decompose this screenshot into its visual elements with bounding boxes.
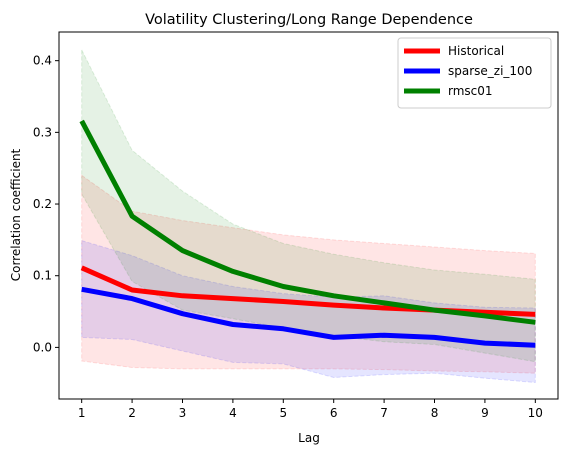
- series-lines: [79, 119, 536, 348]
- band-sparse-zi-100: [81, 239, 536, 384]
- x-axis-ticks: 1 2 3 4 5 6 7 8 9 10: [78, 399, 543, 420]
- legend: Historical sparse_zi_100 rmsc01: [397, 37, 552, 109]
- x-tick-label: 5: [279, 406, 287, 420]
- x-tick-label: 9: [481, 406, 489, 420]
- y-tick-label: 0.2: [33, 197, 52, 211]
- x-tick-label: 8: [431, 406, 439, 420]
- chart-title: Volatility Clustering/Long Range Depende…: [145, 12, 473, 28]
- x-tick-label: 3: [179, 406, 187, 420]
- line-rmsc01: [79, 119, 536, 325]
- y-tick-label: 0.3: [33, 125, 52, 139]
- y-tick-label: 0.0: [33, 340, 52, 354]
- x-tick-label: 7: [380, 406, 388, 420]
- y-tick-label: 0.4: [33, 54, 52, 68]
- y-axis-label: Correlation coefficient: [9, 148, 23, 281]
- x-axis-label: Lag: [298, 431, 320, 445]
- x-tick-label: 2: [128, 406, 136, 420]
- x-tick-label: 10: [528, 406, 543, 420]
- legend-label-historical: Historical: [448, 44, 504, 58]
- band-rmsc01: [81, 49, 536, 363]
- y-tick-label: 0.1: [33, 269, 52, 283]
- x-tick-label: 6: [330, 406, 338, 420]
- plot-frame: [58, 31, 559, 400]
- line-sparse-zi-100: [81, 286, 536, 348]
- confidence-bands: [81, 49, 536, 384]
- x-tick-label: 4: [229, 406, 237, 420]
- y-axis-ticks: 0.0 0.1 0.2 0.3 0.4: [33, 54, 59, 354]
- legend-label-sparse-zi-100: sparse_zi_100: [448, 64, 532, 78]
- legend-label-rmsc01: rmsc01: [448, 84, 493, 98]
- x-tick-label: 1: [78, 406, 86, 420]
- band-historical: [81, 174, 536, 374]
